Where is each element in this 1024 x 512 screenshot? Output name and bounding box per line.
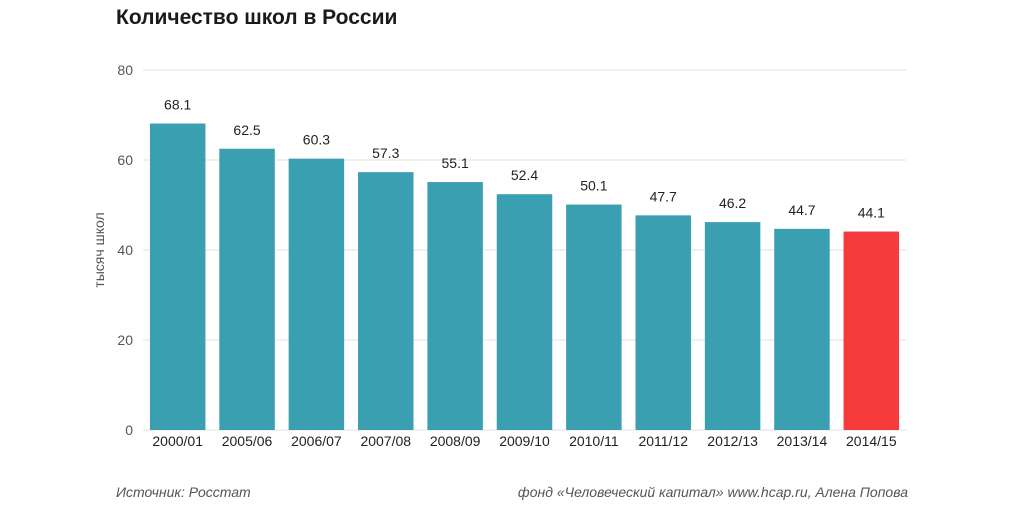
bars (149, 123, 900, 431)
bar-2013-14 (774, 228, 830, 430)
data-label: 46.2 (719, 195, 746, 211)
y-tick-label: 60 (117, 152, 133, 168)
bar-2008-09 (427, 182, 483, 430)
bar-2012-13 (704, 222, 761, 430)
bar-2006-07 (288, 158, 345, 430)
x-tick-label: 2014/15 (846, 433, 897, 449)
data-label: 57.3 (372, 145, 399, 161)
bar-2000-01 (149, 123, 206, 431)
credit-note: фонд «Человеческий капитал» www.hcap.ru,… (517, 484, 908, 500)
bar-2014-15 (843, 231, 900, 430)
y-tick-label: 40 (117, 242, 133, 258)
bar-2005-06 (219, 148, 275, 430)
y-tick-label: 0 (125, 422, 133, 438)
x-axis-ticks: 2000/01 2005/06 2006/07 2007/08 2008/09 2009/… (152, 433, 896, 449)
data-label: 50.1 (580, 178, 607, 194)
x-tick-label: 2000/01 (152, 433, 203, 449)
y-tick-label: 20 (117, 332, 133, 348)
bar-2010-11 (566, 204, 622, 430)
data-label: 55.1 (442, 155, 469, 171)
x-tick-label: 2009/10 (499, 433, 550, 449)
source-note: Источник: Росстат (116, 484, 251, 500)
x-tick-label: 2012/13 (707, 433, 758, 449)
data-label: 44.7 (788, 202, 815, 218)
y-axis-label: тысяч школ (91, 212, 107, 287)
bar-2009-10 (496, 194, 553, 430)
x-tick-label: 2006/07 (291, 433, 342, 449)
data-label: 52.4 (511, 167, 538, 183)
data-label: 44.1 (858, 205, 885, 221)
bar-2011-12 (635, 215, 691, 430)
data-label: 62.5 (233, 122, 260, 138)
x-tick-label: 2010/11 (569, 433, 619, 449)
data-label: 47.7 (650, 188, 677, 204)
x-tick-label: 2008/09 (430, 433, 481, 449)
data-label: 60.3 (303, 132, 330, 148)
bar-2007-08 (358, 172, 414, 430)
x-tick-label: 2011/12 (638, 433, 688, 449)
data-label: 68.1 (164, 97, 191, 113)
x-tick-label: 2005/06 (222, 433, 273, 449)
y-axis-ticks: 0 20 40 60 80 (117, 62, 133, 438)
data-labels: 68.1 62.5 60.3 57.3 55.1 52.4 50.1 47.7 46.2 44.7… (164, 97, 885, 221)
x-tick-label: 2013/14 (777, 433, 828, 449)
chart-title: Количество школ в России (116, 6, 398, 29)
y-tick-label: 80 (117, 62, 133, 78)
x-tick-label: 2007/08 (360, 433, 411, 449)
